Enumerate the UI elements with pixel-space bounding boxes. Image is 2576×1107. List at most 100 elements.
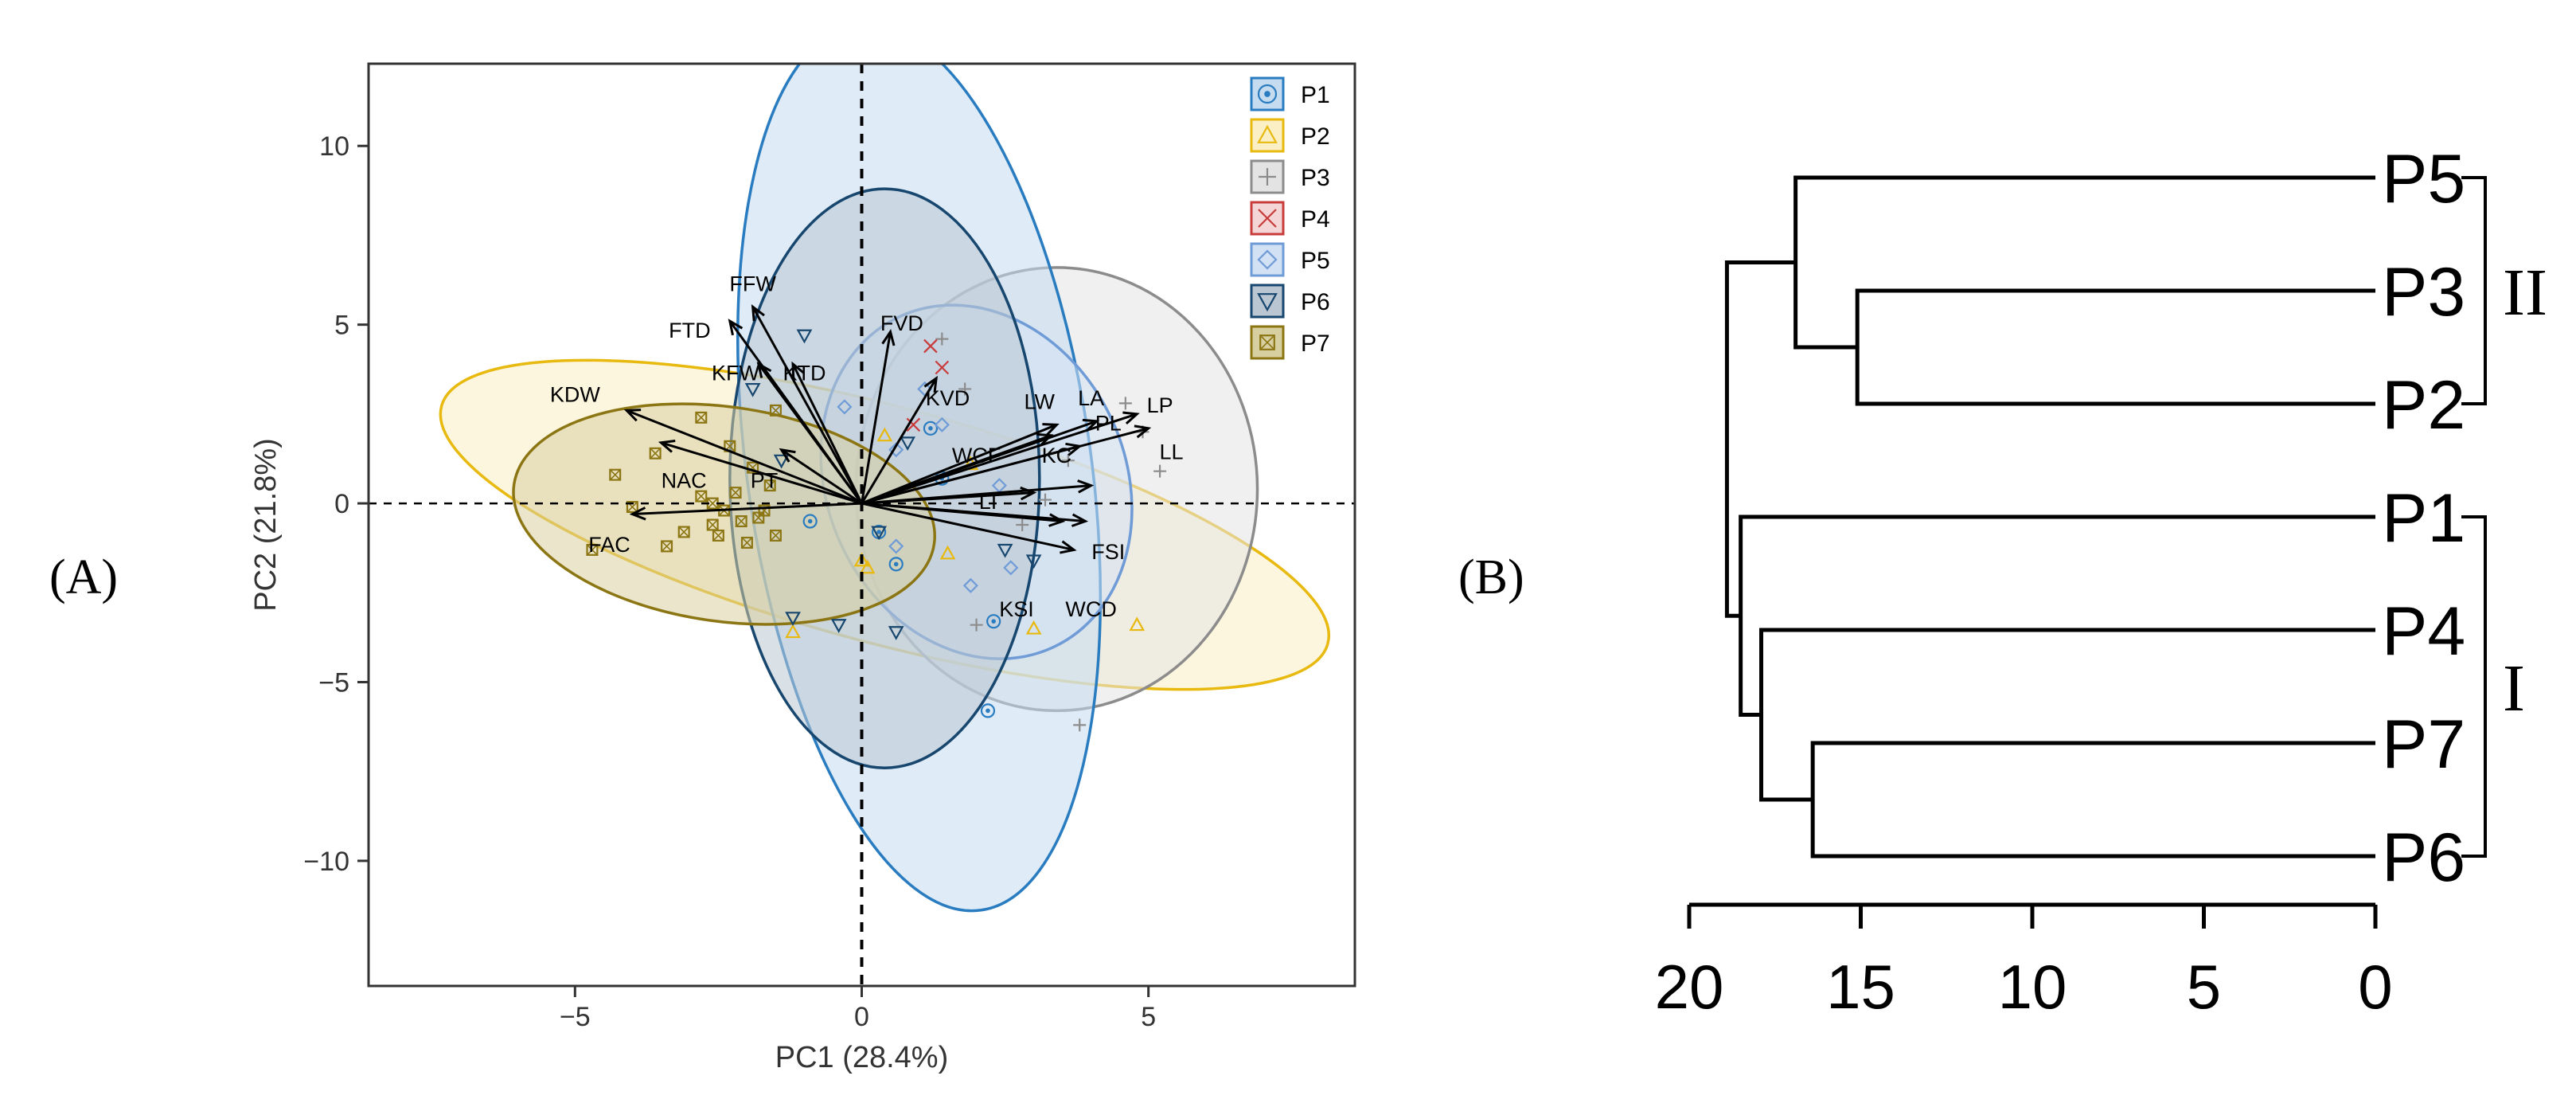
- x-tick-label: −5: [560, 1002, 591, 1032]
- point-p1-1: [888, 557, 904, 572]
- point-p7-10: [649, 447, 662, 460]
- point-p4-0: [923, 338, 938, 354]
- legend-symbol-p3: [1259, 168, 1276, 186]
- dendrogram-tick-label: 10: [1998, 952, 2067, 1022]
- point-p6-2: [888, 626, 904, 640]
- loading-pt: PT: [751, 448, 863, 505]
- dendrogram-link-3: [1759, 628, 2375, 802]
- loading-label-nac: NAC: [662, 468, 707, 492]
- y-tick-label: 5: [334, 311, 349, 341]
- point-p4-1: [935, 360, 950, 375]
- loading-label-la: LA: [1078, 386, 1104, 410]
- loading-label-pt: PT: [751, 468, 779, 492]
- loading-label-ktd: KTD: [783, 362, 825, 385]
- pca-x-axis: −5 0 5: [560, 986, 1156, 1032]
- panel-label-a: (A): [49, 550, 118, 604]
- point-p1-4: [980, 703, 996, 718]
- leaf-label-p7: P7: [2382, 706, 2465, 783]
- loading-label-ftd: FTD: [669, 319, 710, 342]
- legend-label-p3: P3: [1301, 165, 1330, 191]
- point-p5-6: [888, 538, 904, 554]
- loading-li: LI: [861, 486, 1037, 514]
- point-p2-1: [1129, 616, 1146, 632]
- point-p2-3: [859, 559, 876, 574]
- loading-kc: KC: [861, 442, 1083, 505]
- dendrogram-clusters: III: [2461, 176, 2547, 858]
- point-p5-0: [962, 577, 978, 593]
- pca-y-axis: 10 5 0 −5 −10: [303, 131, 369, 877]
- legend-item-p7: P7: [1250, 325, 1330, 360]
- legend-item-p3: P3: [1250, 159, 1330, 194]
- loading-wcd: WCD: [861, 502, 1117, 621]
- dendrogram-link-0: [1855, 288, 2375, 406]
- leaf-label-p4: P4: [2382, 593, 2465, 670]
- point-p7-9: [763, 479, 776, 492]
- legend-label-p2: P2: [1301, 123, 1330, 150]
- loading-label-kvd: KVD: [926, 386, 970, 410]
- point-p3-3: [1153, 464, 1167, 478]
- cluster-bracket-ii: [2461, 176, 2487, 405]
- dendrogram-tick-label: 0: [2358, 952, 2392, 1022]
- leaf-label-p3: P3: [2382, 254, 2465, 331]
- loading-label-kfw: KFW: [712, 362, 760, 385]
- y-tick-label: 0: [334, 489, 349, 519]
- x-tick-label: 0: [854, 1002, 869, 1032]
- loading-ffw: FFW: [729, 272, 863, 504]
- point-p6-0: [785, 612, 801, 626]
- loading-lw: LW: [861, 390, 1060, 505]
- point-p1-3: [986, 614, 1001, 629]
- point-p1-0: [802, 514, 818, 529]
- point-p2-5: [876, 427, 893, 442]
- legend-item-p6: P6: [1250, 284, 1330, 319]
- point-p6-9: [744, 382, 761, 397]
- pca-y-axis-title: PC2 (21.8%): [249, 438, 283, 612]
- loading-nac: NAC: [658, 440, 862, 505]
- loading-label-lp: LP: [1147, 393, 1173, 417]
- point-p6-3: [796, 329, 813, 344]
- loading-label-pl: PL: [1095, 411, 1122, 435]
- legend-item-p4: P4: [1250, 201, 1330, 236]
- panel-label-b: (B): [1458, 550, 1524, 604]
- loading-kvd: KVD: [861, 375, 970, 504]
- point-p6-7: [900, 436, 915, 452]
- legend-label-p7: P7: [1301, 331, 1330, 357]
- dendrogram-link-4: [1739, 514, 2375, 717]
- dendrogram-links: [1724, 175, 2375, 859]
- point-p2-4: [785, 624, 801, 639]
- loading-wcf: WCF: [861, 432, 1054, 505]
- legend-symbol-p2: [1257, 124, 1278, 143]
- legend-item-p5: P5: [1250, 242, 1330, 277]
- loading-label-ll: LL: [1159, 440, 1183, 464]
- point-p6-8: [1025, 554, 1042, 569]
- legend-label-p1: P1: [1301, 82, 1330, 108]
- cluster-label-i: I: [2503, 651, 2525, 726]
- point-p5-2: [888, 442, 904, 458]
- pca-ellipses: [439, 64, 1331, 913]
- loading-label-wcf: WCF: [952, 444, 1001, 467]
- pca-zero-lines: [369, 64, 1355, 986]
- dendrogram-tick-label: 20: [1655, 952, 1724, 1022]
- loading-label-wcd: WCD: [1065, 597, 1116, 621]
- dendrogram-link-2: [1810, 741, 2375, 859]
- point-p7-6: [729, 487, 742, 499]
- point-p7-12: [735, 515, 747, 528]
- point-p7-16: [769, 404, 782, 417]
- legend-label-p4: P4: [1301, 206, 1330, 233]
- point-p7-3: [695, 490, 708, 503]
- point-p7-7: [740, 536, 753, 549]
- cluster-bracket-i: [2461, 515, 2487, 858]
- legend-item-p1: P1: [1250, 76, 1330, 111]
- point-p3-6: [970, 618, 983, 632]
- point-p2-2: [1025, 620, 1042, 635]
- point-p6-5: [997, 543, 1013, 558]
- cluster-label-ii: II: [2503, 256, 2547, 330]
- loading-label-kc: KC: [1042, 444, 1072, 467]
- point-p3-1: [1118, 397, 1132, 410]
- point-p2-7: [853, 552, 870, 567]
- loading-kfw: KFW: [712, 362, 863, 504]
- loading-fac: FAC: [588, 502, 862, 557]
